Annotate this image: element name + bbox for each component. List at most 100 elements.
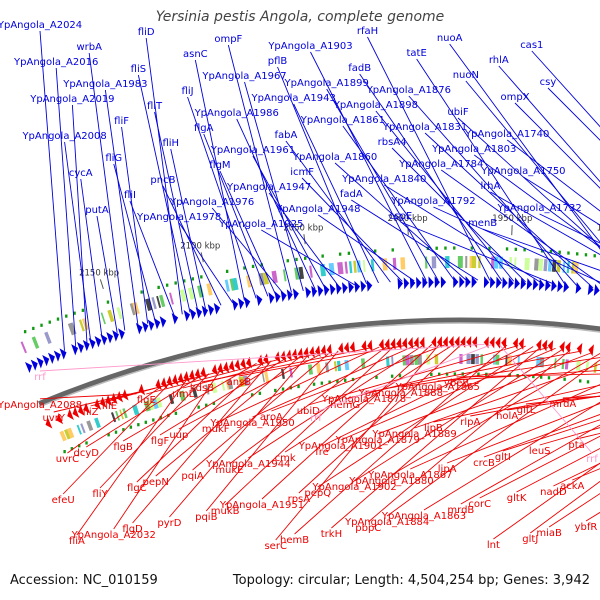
gene-label: mukE xyxy=(215,465,243,476)
gene-label-connector xyxy=(318,214,415,282)
gene-label: YpAngola_A1947 xyxy=(226,182,311,193)
gene-label-connector xyxy=(433,206,600,283)
gene-label: miaB xyxy=(536,528,562,539)
feature-block xyxy=(122,408,128,419)
forward-gene-arrow xyxy=(520,277,527,290)
feature-block xyxy=(100,312,106,325)
gene-label: YpAngola_A1888 xyxy=(358,388,443,399)
gene-label-connector xyxy=(539,427,600,446)
feature-block xyxy=(505,354,508,366)
feature-block xyxy=(156,295,162,308)
gene-label: mukF xyxy=(202,424,230,435)
gene-label-connector xyxy=(96,215,118,333)
gene-label: icmF xyxy=(290,167,314,178)
forward-gene-arrow xyxy=(82,339,90,352)
marker-dot xyxy=(56,317,60,321)
marker-dot xyxy=(338,252,342,256)
feature-block xyxy=(64,429,71,440)
feature-block xyxy=(537,258,544,271)
gene-label: YpAngola_A1863 xyxy=(381,511,466,522)
gene-label-connector xyxy=(363,350,582,394)
gene-label: fliA xyxy=(69,536,85,547)
forward-gene-arrow xyxy=(538,278,545,291)
gene-label: YpAngola_A1865 xyxy=(395,382,480,393)
feature-block xyxy=(66,427,75,439)
gene-label: pbpC xyxy=(355,523,381,534)
marker-dot xyxy=(159,416,163,420)
gene-label: YpAngola_A1740 xyxy=(464,129,549,140)
gene-label-connector xyxy=(109,368,231,401)
feature-block xyxy=(337,261,344,275)
marker-dot xyxy=(286,259,289,263)
gene-label-connector xyxy=(516,448,600,493)
gene-label: lipB xyxy=(424,423,443,434)
gene-label: YpAngola_A1840 xyxy=(341,174,426,185)
forward-gene-arrow xyxy=(135,322,143,335)
gene-label-connector xyxy=(531,50,600,128)
reverse-gene-arrow xyxy=(454,336,460,349)
forward-gene-arrow xyxy=(428,276,434,289)
forward-gene-arrow xyxy=(305,286,312,299)
gene-label-connector xyxy=(457,117,600,247)
marker-dot xyxy=(558,250,561,254)
gene-label: fliJ xyxy=(182,86,194,97)
marker-dot xyxy=(165,283,169,287)
marker-dot xyxy=(336,379,339,383)
marker-dot xyxy=(167,413,170,418)
gene-label: nuoN xyxy=(453,70,479,81)
gene-label-connector xyxy=(359,73,503,282)
forward-gene-arrow xyxy=(195,306,203,319)
feature-block xyxy=(457,256,463,269)
scale-tick-label: 1900 kbp xyxy=(597,223,600,233)
gene-label: flgC xyxy=(127,483,147,494)
gene-label: fre xyxy=(315,447,329,458)
reverse-gene-arrow xyxy=(297,347,304,360)
feature-block xyxy=(362,259,366,273)
forward-gene-arrow xyxy=(118,328,125,340)
feature-block xyxy=(144,298,153,312)
gene-label-connector xyxy=(129,200,175,317)
gene-label: gltL xyxy=(517,405,536,416)
marker-dot xyxy=(63,450,66,454)
feature-block xyxy=(551,259,557,272)
forward-gene-arrow xyxy=(292,288,299,301)
gene-label: rbsA4 xyxy=(378,137,407,148)
reverse-gene-arrow xyxy=(138,383,146,396)
reverse-gene-arrow xyxy=(309,345,315,358)
feature-block xyxy=(129,303,136,316)
gene-label-connector xyxy=(71,104,88,343)
feature-block xyxy=(480,354,484,365)
gene-label: tatE xyxy=(407,48,427,59)
marker-dot xyxy=(122,428,125,432)
gene-label: YpAngola_A1879 xyxy=(335,435,420,446)
gene-label-connector xyxy=(154,111,199,311)
forward-gene-arrow xyxy=(348,281,354,294)
gene-label: YpAngola_A1986 xyxy=(194,108,279,119)
forward-gene-arrow xyxy=(593,284,600,296)
gene-label: lrhA xyxy=(480,181,500,192)
scale-tick-label: 2000 kbp xyxy=(388,214,428,224)
gene-label: rhlA xyxy=(489,55,509,66)
gene-label: gltJ xyxy=(522,534,538,545)
gene-label-connector xyxy=(203,133,269,297)
forward-gene-arrow xyxy=(483,276,490,289)
forward-gene-arrow xyxy=(422,276,428,289)
forward-gene-arrow xyxy=(147,319,155,331)
marker-dot xyxy=(144,420,148,424)
gene-label: ompF xyxy=(214,34,242,45)
gene-label-connector xyxy=(367,349,571,523)
gene-label: flgD xyxy=(122,524,143,535)
marker-dot xyxy=(579,379,582,383)
forward-gene-arrow xyxy=(71,344,79,356)
gene-label: YpAngola_A1860 xyxy=(292,152,377,163)
gene-label: rlpA xyxy=(460,417,480,428)
gene-label-connector xyxy=(423,401,600,511)
forward-gene-arrow xyxy=(354,280,361,293)
reverse-gene-arrow xyxy=(211,363,218,376)
forward-gene-arrow xyxy=(237,297,245,310)
feature-block xyxy=(298,266,305,280)
forward-gene-arrow xyxy=(440,276,447,289)
feature-block xyxy=(417,354,423,365)
gene-label-connector xyxy=(416,58,566,286)
forward-gene-arrow xyxy=(256,294,263,307)
